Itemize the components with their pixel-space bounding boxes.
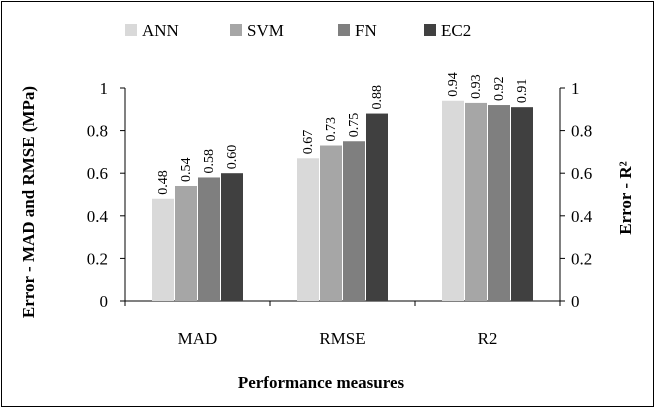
data-label: 0.58 bbox=[202, 149, 217, 174]
data-label: 0.88 bbox=[370, 85, 385, 110]
legend-label-fn: FN bbox=[355, 21, 377, 40]
legend-label-ec2: EC2 bbox=[441, 21, 471, 40]
bar-svm-rmse bbox=[320, 145, 342, 301]
data-label: 0.93 bbox=[469, 74, 484, 99]
legend-swatch-fn bbox=[338, 24, 350, 36]
data-label: 0.94 bbox=[446, 72, 461, 97]
bar-ec2-rmse bbox=[366, 113, 388, 301]
y-tick-label-left: 0 bbox=[100, 292, 109, 311]
x-tick-label: MAD bbox=[178, 329, 218, 348]
legend-swatch-ann bbox=[125, 24, 137, 36]
y-tick-label-left: 0.4 bbox=[87, 207, 109, 226]
y-axis-label-right: Error - R² bbox=[616, 161, 635, 234]
legend: ANN SVM FN EC2 bbox=[125, 21, 471, 40]
legend-swatch-svm bbox=[230, 24, 242, 36]
y-tick-label-right: 0.2 bbox=[571, 249, 592, 268]
bar-ann-r2 bbox=[442, 100, 464, 301]
y-tick-label-right: 0.4 bbox=[571, 207, 593, 226]
data-labels: 0.48 0.67 0.94 0.54 0.73 0.93 0.58 0.75 0.92 0.60… bbox=[156, 72, 530, 194]
bar-svm-r2 bbox=[465, 102, 487, 301]
y-tick-label-right: 0.8 bbox=[571, 122, 592, 141]
bar-ec2-mad bbox=[221, 173, 243, 301]
bar-fn-r2 bbox=[488, 105, 510, 301]
bar-ann-rmse bbox=[297, 158, 319, 301]
data-label: 0.91 bbox=[515, 79, 530, 104]
data-label: 0.48 bbox=[156, 170, 171, 195]
data-label: 0.92 bbox=[492, 77, 507, 102]
bar-ec2-r2 bbox=[511, 107, 533, 301]
data-label: 0.67 bbox=[301, 130, 316, 155]
y-tick-label-left: 1 bbox=[100, 79, 109, 98]
legend-swatch-ec2 bbox=[424, 24, 436, 36]
data-label: 0.73 bbox=[324, 117, 339, 142]
bar-fn-mad bbox=[198, 177, 220, 301]
y-tick-label-right: 0 bbox=[571, 292, 580, 311]
data-label: 0.75 bbox=[347, 113, 362, 138]
y-tick-label-left: 0.6 bbox=[87, 164, 108, 183]
bar-svm-mad bbox=[175, 185, 197, 301]
x-tick-label: RMSE bbox=[319, 329, 365, 348]
data-label: 0.54 bbox=[179, 157, 194, 182]
legend-label-svm: SVM bbox=[247, 21, 284, 40]
y-tick-label-right: 1 bbox=[571, 79, 580, 98]
x-tick-label: R2 bbox=[478, 329, 498, 348]
bars bbox=[152, 100, 533, 301]
legend-label-ann: ANN bbox=[142, 21, 179, 40]
bar-fn-rmse bbox=[343, 141, 365, 301]
y-tick-label-right: 0.6 bbox=[571, 164, 592, 183]
data-label: 0.60 bbox=[225, 145, 240, 170]
axes: 0 0 0.2 0.2 0.4 0.4 0.6 0.6 0.8 0.8 1 1 MAD RMSE R2 bbox=[87, 79, 593, 348]
y-tick-label-left: 0.8 bbox=[87, 122, 108, 141]
y-axis-label-left: Error - MAD and RMSE (MPa) bbox=[19, 86, 38, 318]
x-axis-label: Performance measures bbox=[238, 373, 405, 392]
y-tick-label-left: 0.2 bbox=[87, 249, 108, 268]
bar-ann-mad bbox=[152, 198, 174, 301]
